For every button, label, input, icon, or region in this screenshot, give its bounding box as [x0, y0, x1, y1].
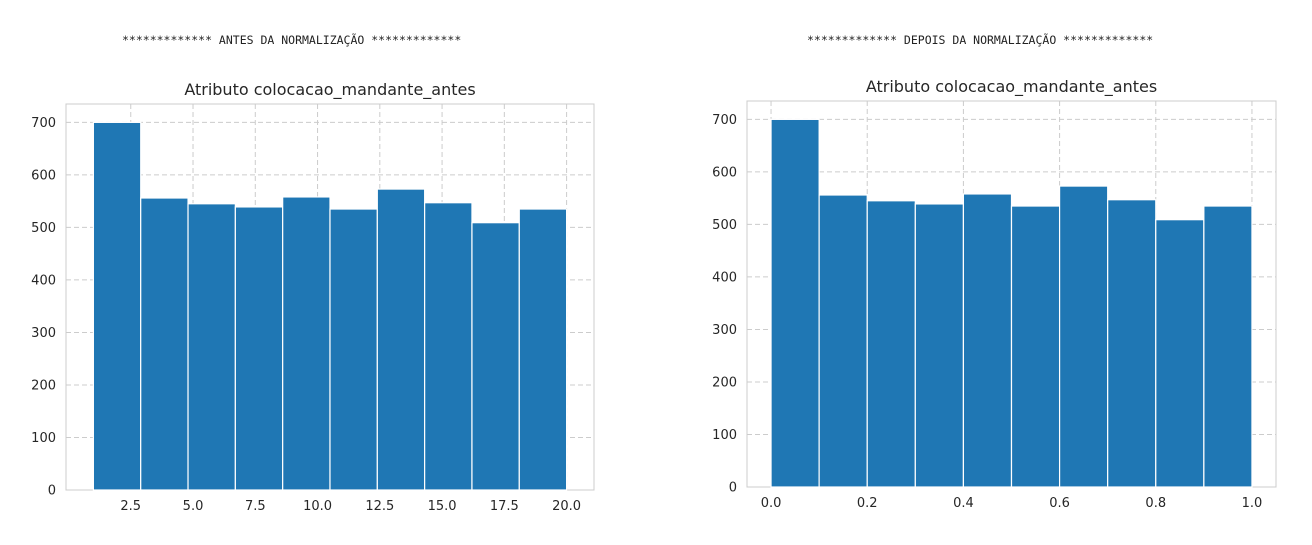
histogram-bar	[140, 197, 189, 491]
y-tick-label: 0	[48, 484, 56, 499]
x-tick-label: 0.2	[857, 496, 878, 511]
x-tick-label: 15.0	[428, 499, 457, 514]
histogram-before: 0 100 200 300 400 500 600 700 2.5 5.0 7.5 10.0 12.5 1…	[31, 80, 595, 514]
banner-before-normalization: ************* ANTES DA NORMALIZAÇÃO ****…	[122, 33, 462, 47]
y-tick-label: 200	[712, 375, 737, 390]
histogram-bar	[866, 200, 916, 488]
x-tick-label: 0.0	[761, 496, 782, 511]
x-tick-label: 5.0	[183, 499, 204, 514]
histogram-bar	[1058, 185, 1109, 488]
y-tick-label: 0	[729, 481, 737, 496]
y-tick-label: 100	[712, 428, 737, 443]
histogram-bar	[329, 208, 378, 491]
y-tick-label: 700	[31, 116, 56, 131]
y-tick-label: 700	[712, 113, 737, 128]
x-tick-label: 7.5	[245, 499, 266, 514]
histogram-bar	[187, 203, 236, 491]
histogram-bar	[234, 206, 284, 491]
histogram-bar	[914, 203, 965, 488]
y-tick-label: 600	[31, 168, 56, 183]
x-tick-label: 20.0	[552, 499, 581, 514]
y-tick-label: 300	[712, 323, 737, 338]
histogram-bar	[282, 196, 331, 491]
chart-title: Atributo colocacao_mandante_antes	[866, 77, 1157, 97]
y-tick-label: 400	[31, 273, 56, 288]
y-tick-label: 100	[31, 431, 56, 446]
histogram-bar	[92, 121, 142, 491]
histogram-bar	[376, 188, 426, 491]
x-tick-label: 0.8	[1145, 496, 1166, 511]
x-tick-label: 0.6	[1049, 496, 1070, 511]
y-tick-label: 300	[31, 326, 56, 341]
y-tick-label: 400	[712, 270, 737, 285]
x-tick-label: 12.5	[365, 499, 394, 514]
histogram-bar	[518, 208, 568, 491]
x-tick-label: 2.5	[120, 499, 141, 514]
x-tick-label: 10.0	[303, 499, 332, 514]
chart-title: Atributo colocacao_mandante_antes	[184, 80, 475, 100]
y-tick-label: 200	[31, 378, 56, 393]
histogram-bar	[1010, 205, 1061, 488]
x-tick-label: 17.5	[490, 499, 519, 514]
x-tick-label: 0.4	[953, 496, 974, 511]
histogram-bar	[770, 118, 820, 488]
histogram-bar	[1107, 199, 1157, 488]
y-tick-label: 500	[31, 221, 56, 236]
histogram-bar	[1155, 219, 1205, 488]
histogram-bar	[962, 193, 1013, 488]
banner-after-normalization: ************* DEPOIS DA NORMALIZAÇÃO ***…	[807, 33, 1154, 47]
histogram-bar	[424, 202, 473, 491]
histogram-bar	[1203, 205, 1253, 488]
histogram-after: 0 100 200 300 400 500 600 700 0.0 0.2 0.4 0.6 0.8 1.0…	[712, 77, 1277, 511]
histogram-bar	[471, 222, 520, 491]
y-tick-label: 600	[712, 165, 737, 180]
histogram-bar	[818, 194, 868, 488]
x-tick-label: 1.0	[1242, 496, 1263, 511]
y-tick-label: 500	[712, 218, 737, 233]
